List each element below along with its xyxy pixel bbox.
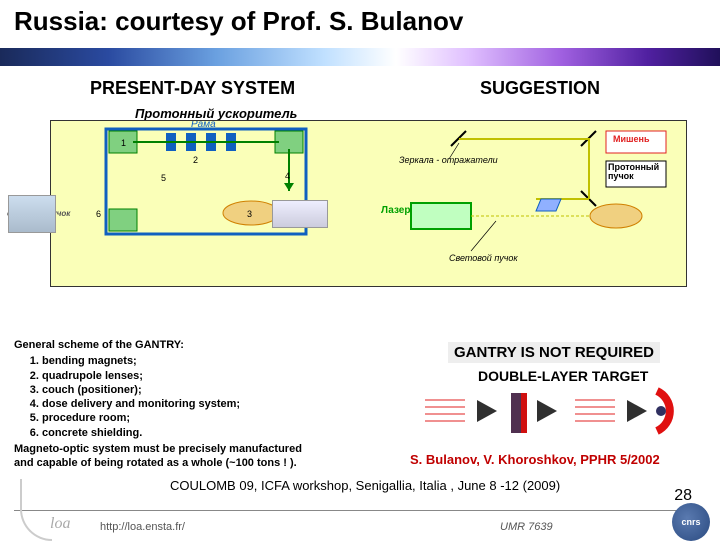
mirrors-label: Зеркала - отражатели: [399, 155, 498, 165]
gantry-description: General scheme of the GANTRY: bending ma…: [14, 338, 304, 471]
reference-citation: S. Bulanov, V. Khoroshkov, PPHR 5/2002: [410, 452, 660, 467]
gantry-photo-thumbnail: [8, 195, 56, 233]
list-item: dose delivery and monitoring system;: [42, 397, 304, 411]
laser-label: Лазер: [381, 205, 410, 216]
svg-text:5: 5: [161, 173, 166, 183]
workshop-line: COULOMB 09, ICFA workshop, Senigallia, I…: [170, 478, 560, 493]
gantry-list: bending magnets; quadrupole lenses; couc…: [42, 354, 304, 440]
right-column-header: SUGGESTION: [480, 78, 600, 99]
slide: Russia: courtesy of Prof. S. Bulanov PRE…: [0, 0, 720, 553]
list-item: couch (positioner);: [42, 383, 304, 397]
svg-text:4: 4: [285, 171, 290, 181]
cnrs-text: cnrs: [681, 517, 700, 527]
footer-url: http://loa.ensta.fr/: [100, 521, 185, 533]
left-subheader: Протонный ускоритель: [135, 106, 297, 121]
list-item: concrete shielding.: [42, 426, 304, 440]
double-layer-heading: DOUBLE-LAYER TARGET: [478, 368, 648, 384]
svg-text:3: 3: [247, 209, 252, 219]
double-layer-diagram: [425, 385, 685, 445]
list-item: quadrupole lenses;: [42, 369, 304, 383]
svg-text:1: 1: [121, 138, 126, 148]
gantry-title: General scheme of the GANTRY:: [14, 338, 304, 352]
loa-logo-arc: [20, 479, 52, 541]
footer-separator: [14, 510, 706, 511]
header-ribbon: [0, 48, 720, 66]
left-column-header: PRESENT-DAY SYSTEM: [90, 78, 295, 99]
light-beam-label: Световой пучок: [449, 253, 518, 263]
svg-text:6: 6: [96, 209, 101, 219]
diagram-svg: Рама 1 2 3 4 5 6: [51, 121, 686, 286]
svg-text:2: 2: [193, 155, 198, 165]
list-item: procedure room;: [42, 411, 304, 425]
cnrs-logo: cnrs: [672, 503, 710, 541]
proton-beam-label: Протонный пучок: [608, 163, 686, 181]
slide-title: Russia: courtesy of Prof. S. Bulanov: [14, 6, 463, 37]
list-item: bending magnets;: [42, 354, 304, 368]
main-diagram: Рама 1 2 3 4 5 6: [50, 120, 687, 287]
target-label: Мишень: [613, 134, 650, 144]
gantry-not-required: GANTRY IS NOT REQUIRED: [448, 342, 660, 363]
frame-label: Рама: [191, 121, 216, 130]
patient-scheme-thumbnail: [272, 200, 328, 228]
footer-umr: UMR 7639: [500, 521, 553, 533]
gantry-note: Magneto-optic system must be precisely m…: [14, 442, 304, 471]
loa-logo-text: loa: [50, 515, 70, 533]
